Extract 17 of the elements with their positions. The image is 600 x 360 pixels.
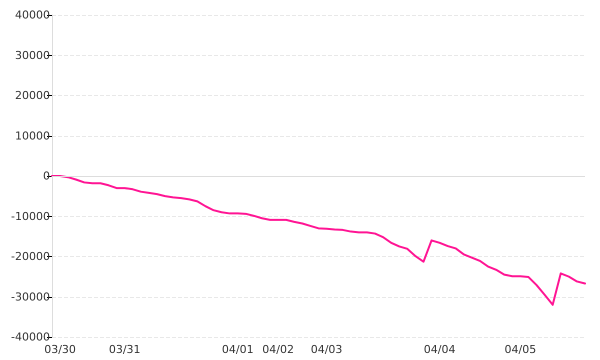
x-tick-label: 03/30 xyxy=(44,343,76,356)
y-tick-label: -20000 xyxy=(11,250,50,263)
y-tick-label: -30000 xyxy=(11,290,50,304)
y-tick-label: 40000 xyxy=(15,8,50,22)
x-tick-label: 04/02 xyxy=(262,343,294,356)
y-tick-label: 0 xyxy=(43,170,50,182)
y-tick-label: -10000 xyxy=(11,210,50,223)
x-tick-label: 04/03 xyxy=(310,343,342,356)
line-series xyxy=(51,175,586,306)
x-tick-label: 04/01 xyxy=(222,343,254,356)
y-tick-label: 30000 xyxy=(15,48,50,62)
x-tick-label: 04/04 xyxy=(424,343,456,356)
x-tick-label: 03/31 xyxy=(108,343,141,356)
y-tick-label: 10000 xyxy=(15,129,50,142)
x-tick-label: 04/05 xyxy=(504,343,536,356)
y-tick-label: -40000 xyxy=(11,330,50,344)
y-tick-label: 20000 xyxy=(15,89,50,102)
